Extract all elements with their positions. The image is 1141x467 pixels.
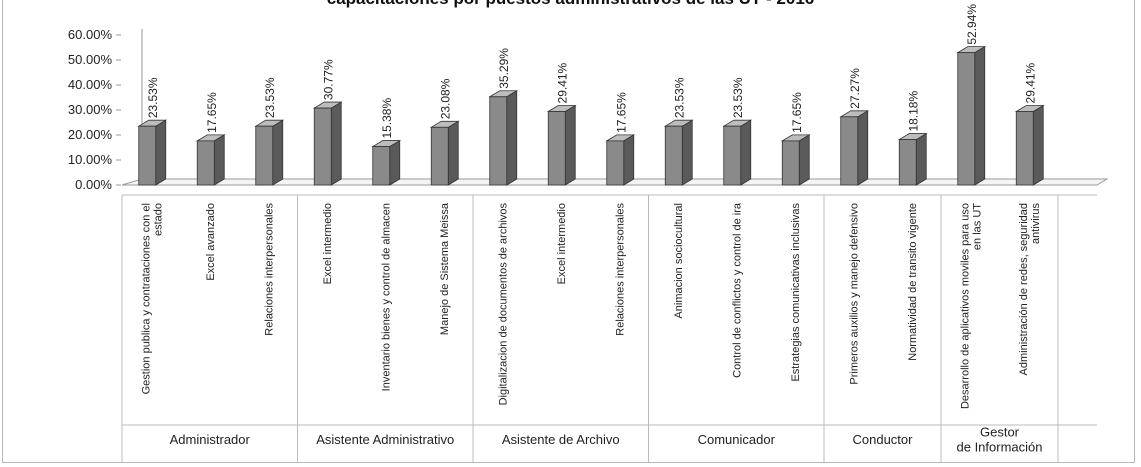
- data-label: 23.53%: [263, 77, 277, 118]
- group-label: Administrador: [170, 432, 251, 447]
- data-label: 18.18%: [907, 91, 921, 132]
- category-label: en las UT: [971, 203, 983, 250]
- bar-side: [798, 134, 810, 186]
- bar-side: [389, 139, 401, 186]
- group-label: Asistente Administrativo: [316, 432, 454, 447]
- bar-side: [447, 120, 459, 186]
- category-label: Normatividad de transito vigente: [907, 203, 919, 361]
- category-label: Inventario bienes y control de almacen: [380, 203, 392, 391]
- category-label: Administración de redes, seguridad: [1018, 203, 1030, 375]
- category-label: Relaciones interpersonales: [614, 203, 626, 336]
- group-label: de Información: [957, 440, 1043, 455]
- bar: [138, 125, 157, 186]
- category-label: estado: [152, 203, 164, 236]
- y-tick-label: 10.00%: [68, 152, 113, 167]
- bar: [547, 111, 566, 186]
- bar: [723, 125, 742, 186]
- bar: [898, 139, 917, 186]
- bar-side: [681, 119, 693, 186]
- bar-side: [740, 119, 752, 186]
- data-label: 17.65%: [205, 92, 219, 133]
- category-label: Animacion sociocultural: [673, 203, 685, 319]
- data-label: 17.65%: [614, 92, 628, 133]
- bar-side: [330, 101, 342, 186]
- bar: [1015, 111, 1034, 186]
- group-label: Asistente de Archivo: [502, 432, 620, 447]
- data-label: 23.53%: [673, 77, 687, 118]
- data-label: 15.38%: [380, 98, 394, 139]
- data-label: 29.41%: [556, 62, 570, 103]
- category-label: Desarrollo de aplicativos moviles para u…: [959, 203, 971, 409]
- y-tick-label: 50.00%: [68, 52, 113, 67]
- y-tick-label: 40.00%: [68, 77, 113, 92]
- bar: [664, 125, 683, 186]
- bar-side: [857, 110, 869, 186]
- bar-side: [506, 90, 518, 186]
- group-label: Gestor: [980, 425, 1020, 440]
- category-label: Control de conflictos y control de ira: [731, 202, 743, 378]
- data-label: 35.29%: [497, 48, 511, 89]
- category-label: Relaciones interpersonales: [263, 203, 275, 336]
- bar-side: [915, 132, 927, 186]
- data-label: 17.65%: [790, 92, 804, 133]
- category-label: Excel intermedio: [556, 203, 568, 284]
- y-tick-label: 0.00%: [75, 177, 112, 192]
- bar: [372, 146, 391, 186]
- category-label: Gestion publica y contrataciones con el: [140, 203, 152, 394]
- category-label: Excel intermedio: [322, 203, 334, 284]
- data-label: 23.53%: [731, 77, 745, 118]
- bar: [489, 96, 508, 186]
- category-label: Primeros auxilios y manejo defensivo: [848, 203, 860, 385]
- y-tick-label: 30.00%: [68, 102, 113, 117]
- bar: [196, 140, 215, 186]
- category-label: Digitalizacion de documentos de archivos: [497, 203, 509, 406]
- category-label: Manejo de Sistema Meissa: [439, 202, 451, 335]
- bar-side: [974, 45, 986, 186]
- bar: [255, 125, 274, 186]
- bar-side: [155, 119, 167, 186]
- data-label: 30.77%: [322, 59, 336, 100]
- bar: [781, 140, 800, 186]
- y-tick-label: 60.00%: [68, 27, 113, 42]
- chart-title: capacitaciones por puestos administrativ…: [0, 0, 1141, 9]
- bar-side: [272, 119, 284, 186]
- bar-side: [623, 134, 635, 186]
- bar: [957, 52, 976, 186]
- data-label: 27.27%: [848, 68, 862, 109]
- data-label: 23.53%: [146, 77, 160, 118]
- category-label: antivirus: [1030, 203, 1042, 244]
- bar-side: [213, 134, 225, 186]
- data-label: 23.08%: [439, 78, 453, 119]
- category-label: Excel avanzado: [205, 203, 217, 281]
- data-label: 52.94%: [965, 4, 979, 45]
- group-label: Conductor: [853, 432, 914, 447]
- bar: [606, 140, 625, 186]
- y-tick-label: 20.00%: [68, 127, 113, 142]
- bar: [430, 126, 449, 186]
- bar-side: [1032, 104, 1044, 186]
- category-label: Estrategias comunicativas inclusivas: [790, 203, 802, 382]
- bar: [313, 107, 332, 186]
- bar: [840, 116, 859, 186]
- bar-side: [564, 104, 576, 186]
- data-label: 29.41%: [1024, 62, 1038, 103]
- group-label: Comunicador: [698, 432, 776, 447]
